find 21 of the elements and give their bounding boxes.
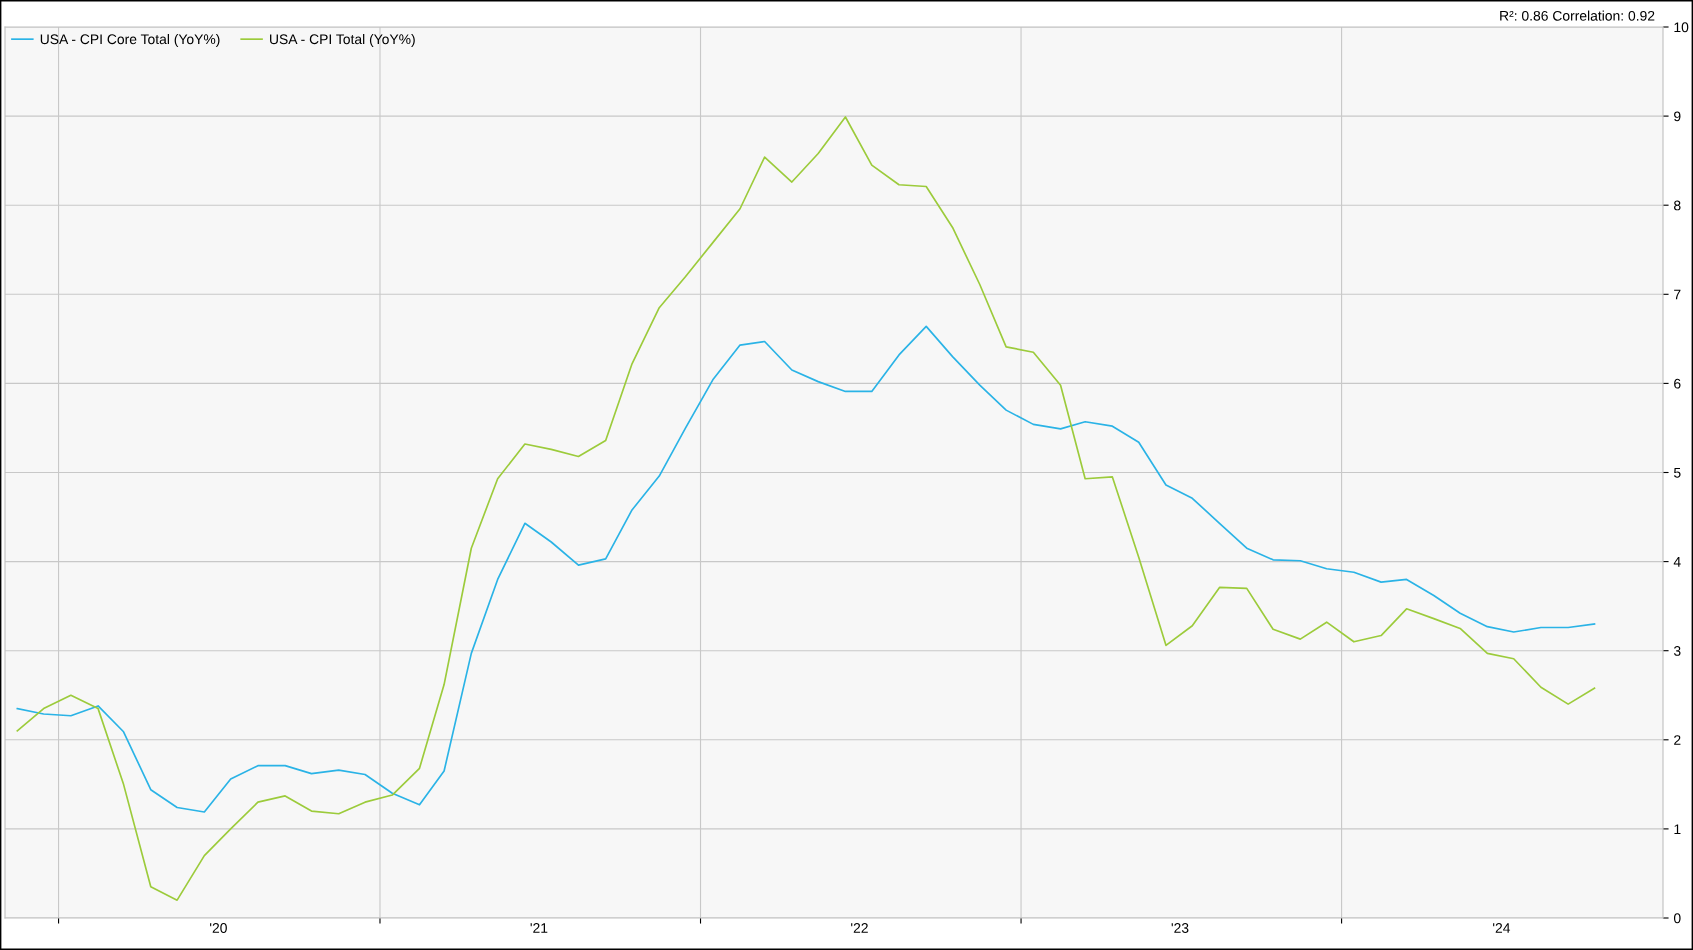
y-tick-label: 2 bbox=[1674, 735, 1681, 745]
x-tick-label: '24 bbox=[1493, 923, 1511, 933]
y-tick-label: 8 bbox=[1674, 200, 1681, 211]
y-tick-label: 10 bbox=[1674, 22, 1689, 33]
legend-label: USA - CPI Core Total (YoY%) bbox=[40, 33, 220, 47]
y-tick-label: 9 bbox=[1674, 111, 1681, 122]
y-tick-label: 3 bbox=[1673, 646, 1681, 656]
x-tick-label: '20 bbox=[210, 923, 227, 933]
y-tick-label: 7 bbox=[1674, 289, 1681, 300]
x-tick-label: '22 bbox=[851, 923, 868, 933]
line-series bbox=[16, 116, 1596, 902]
line-series bbox=[16, 325, 1596, 813]
y-tick-label: 4 bbox=[1673, 557, 1681, 567]
y-tick-label: 5 bbox=[1673, 467, 1681, 478]
legend-label: USA - CPI Total (YoY%) bbox=[270, 33, 415, 47]
x-tick-label: '21 bbox=[530, 923, 548, 933]
y-tick-label: 6 bbox=[1674, 378, 1681, 389]
y-tick-label: 0 bbox=[1673, 913, 1681, 924]
y-tick-label: 1 bbox=[1674, 824, 1681, 834]
x-tick-label: '23 bbox=[1171, 923, 1189, 933]
text: R²: 0.86 Correlation: 0.92 bbox=[1500, 10, 1655, 21]
